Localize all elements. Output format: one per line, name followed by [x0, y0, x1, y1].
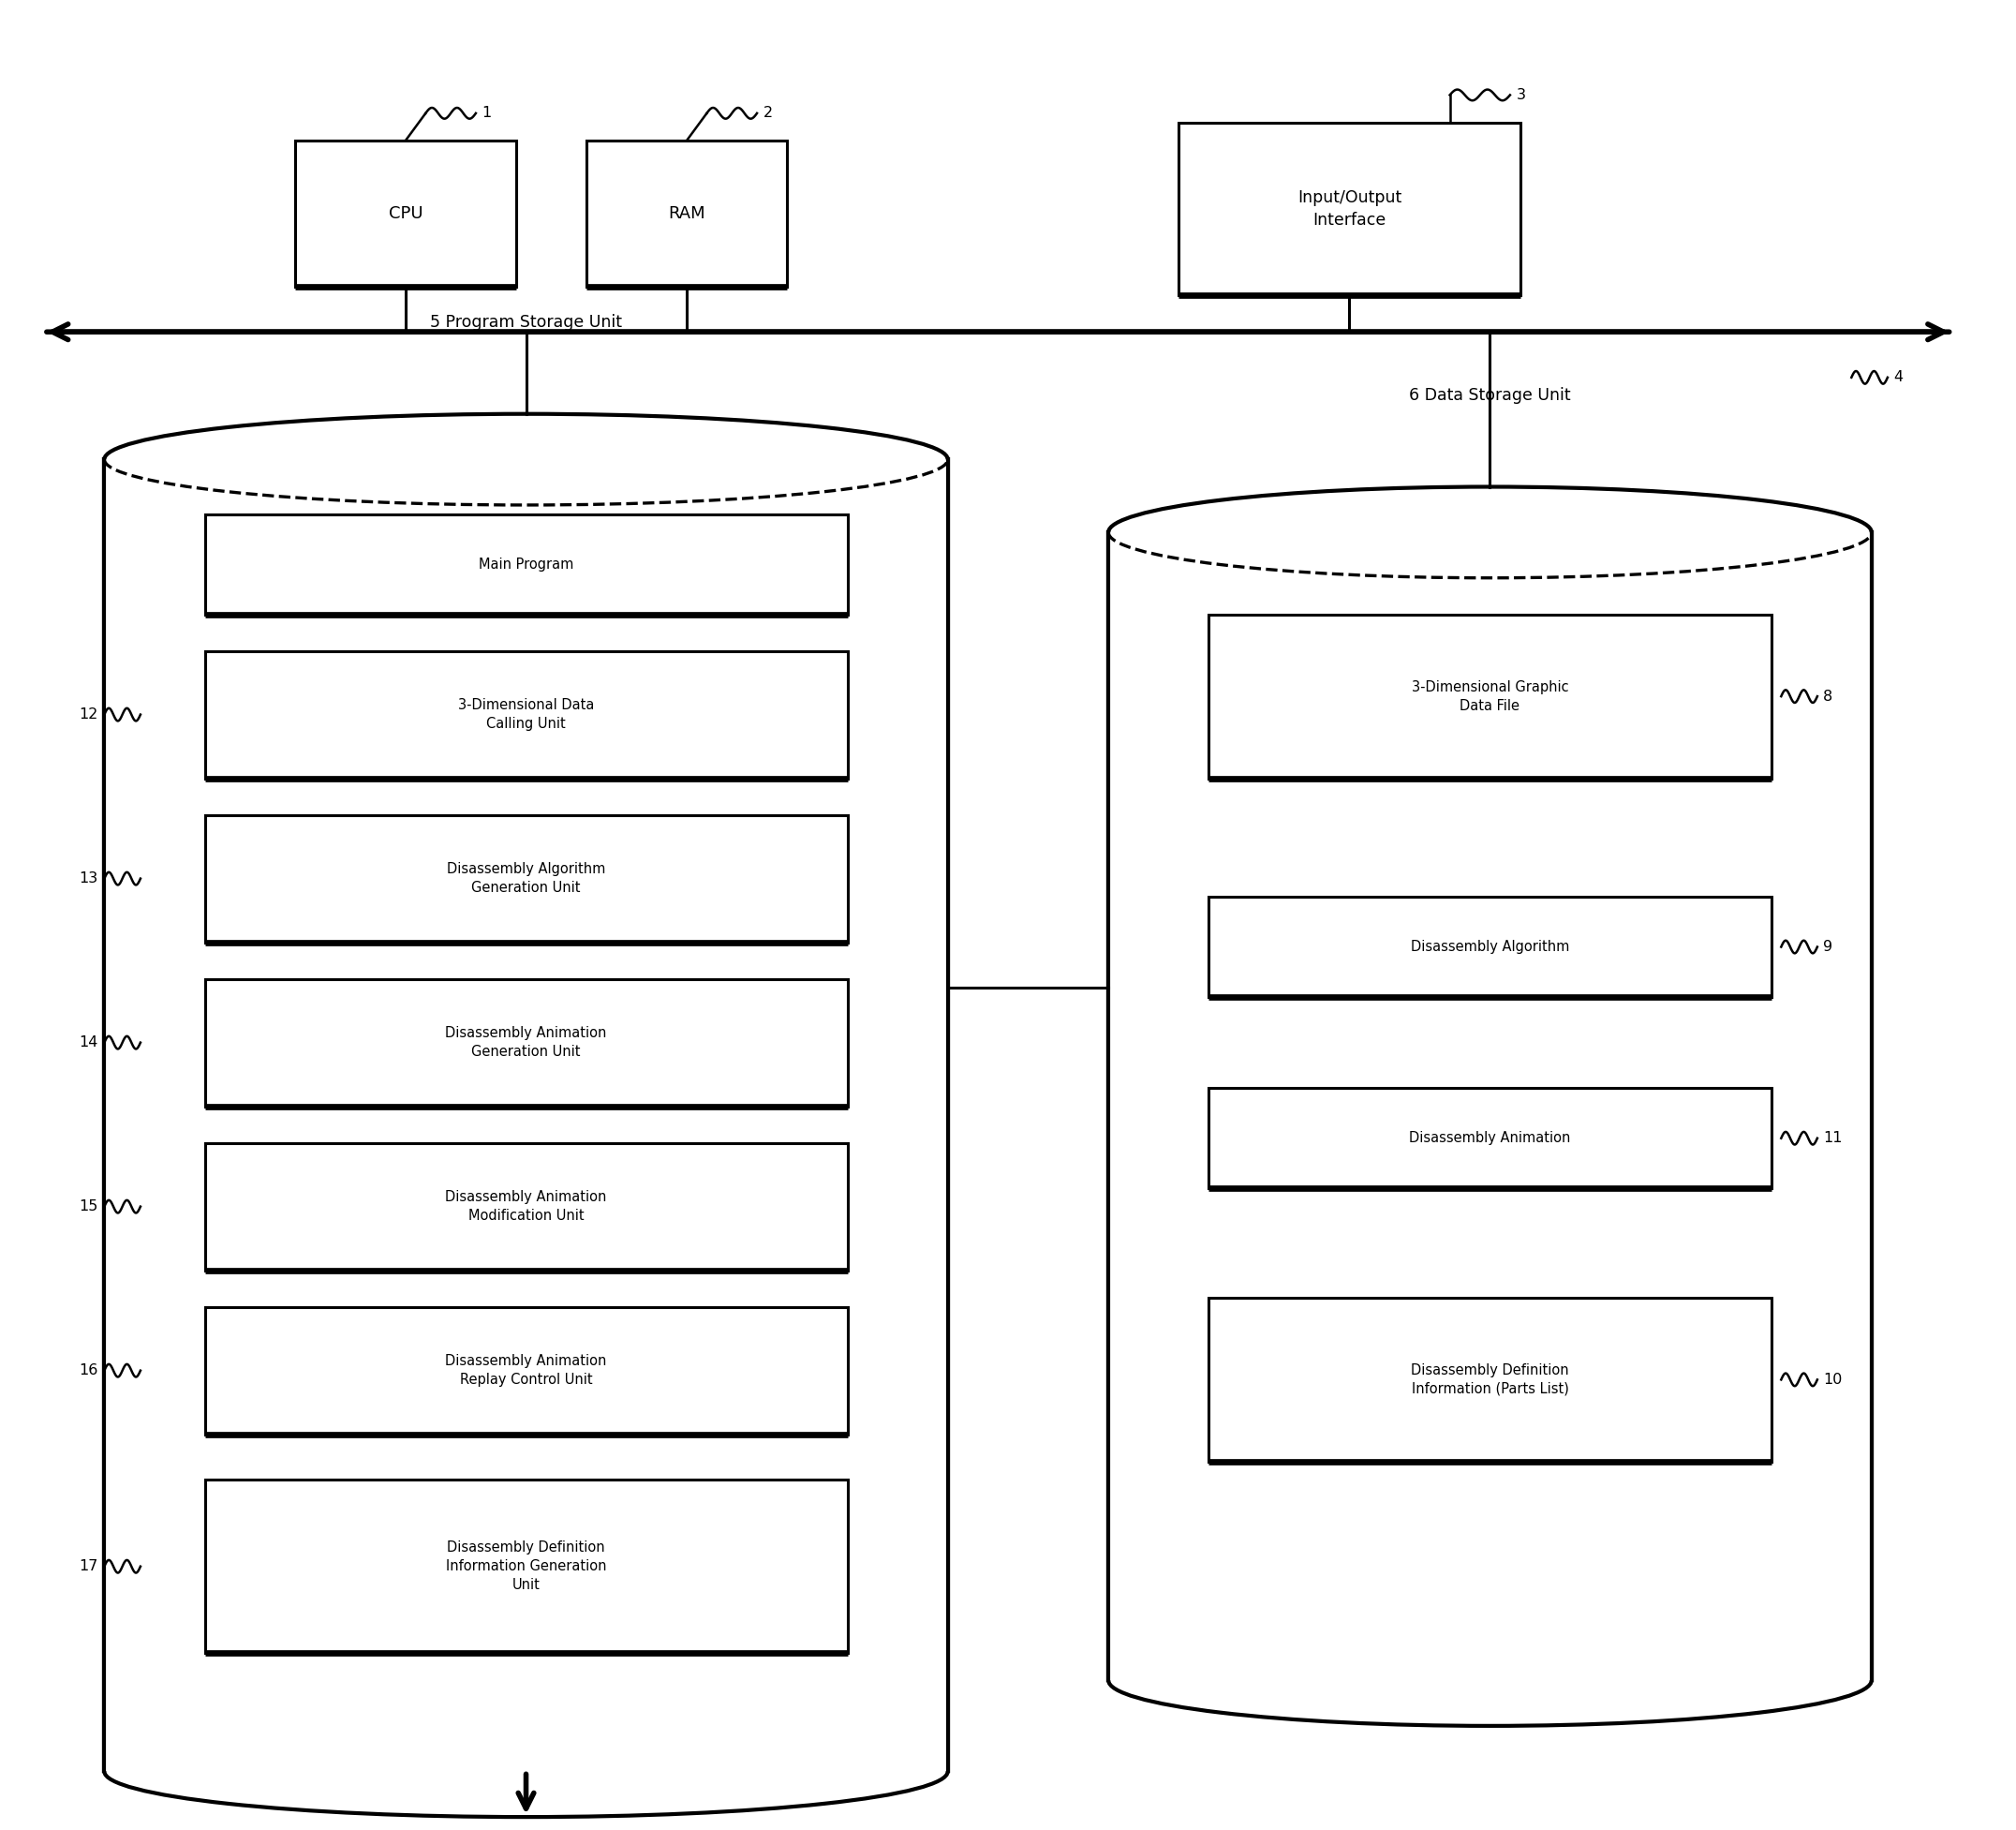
Text: 13: 13 — [79, 871, 99, 886]
Bar — [587, 141, 786, 285]
Text: Disassembly Definition
Information Generation
Unit: Disassembly Definition Information Gener… — [446, 1541, 607, 1592]
Bar — [206, 1142, 847, 1270]
Text: RAM: RAM — [667, 205, 706, 221]
Text: 14: 14 — [79, 1036, 99, 1050]
Bar — [206, 979, 847, 1107]
Text: Disassembly Animation
Modification Unit: Disassembly Animation Modification Unit — [446, 1190, 607, 1222]
Text: 9: 9 — [1822, 941, 1833, 953]
Text: 17: 17 — [79, 1559, 99, 1574]
Text: 10: 10 — [1822, 1372, 1843, 1387]
Text: 3-Dimensional Graphic
Data File: 3-Dimensional Graphic Data File — [1411, 681, 1568, 712]
Text: 11: 11 — [1822, 1131, 1843, 1146]
Text: 12: 12 — [79, 708, 99, 721]
Ellipse shape — [1109, 1634, 1871, 1726]
Bar — [294, 141, 516, 285]
Text: 15: 15 — [79, 1199, 99, 1213]
Text: Main Program: Main Program — [478, 556, 573, 571]
Bar — [1210, 1297, 1772, 1462]
Text: Disassembly Animation
Replay Control Unit: Disassembly Animation Replay Control Uni… — [446, 1354, 607, 1387]
Text: 5 Program Storage Unit: 5 Program Storage Unit — [429, 315, 623, 331]
Text: 3: 3 — [1516, 88, 1526, 102]
Bar — [105, 459, 948, 1771]
Text: Disassembly Definition
Information (Parts List): Disassembly Definition Information (Part… — [1411, 1363, 1568, 1396]
Bar — [206, 1480, 847, 1652]
Text: Input/Output
Interface: Input/Output Interface — [1296, 190, 1401, 229]
Text: 6 Data Storage Unit: 6 Data Storage Unit — [1409, 388, 1570, 404]
Text: 2: 2 — [762, 106, 772, 121]
Text: CPU: CPU — [389, 205, 423, 221]
Text: 16: 16 — [79, 1363, 99, 1378]
Text: 3-Dimensional Data
Calling Unit: 3-Dimensional Data Calling Unit — [458, 699, 595, 730]
Bar — [1210, 1089, 1772, 1188]
Bar — [1179, 123, 1520, 295]
Text: Disassembly Algorithm: Disassembly Algorithm — [1411, 941, 1568, 953]
Text: Disassembly Animation
Generation Unit: Disassembly Animation Generation Unit — [446, 1027, 607, 1060]
Text: 4: 4 — [1893, 370, 1903, 384]
Bar — [1210, 897, 1772, 997]
Bar — [206, 651, 847, 778]
Text: Disassembly Algorithm
Generation Unit: Disassembly Algorithm Generation Unit — [448, 862, 605, 895]
Ellipse shape — [105, 1726, 948, 1817]
Bar — [206, 514, 847, 615]
Bar — [1109, 533, 1871, 1680]
Text: 8: 8 — [1822, 690, 1833, 703]
Bar — [1210, 615, 1772, 778]
Bar — [206, 1307, 847, 1435]
Bar — [206, 814, 847, 942]
Text: 1: 1 — [482, 106, 492, 121]
Text: Disassembly Animation: Disassembly Animation — [1409, 1131, 1570, 1146]
